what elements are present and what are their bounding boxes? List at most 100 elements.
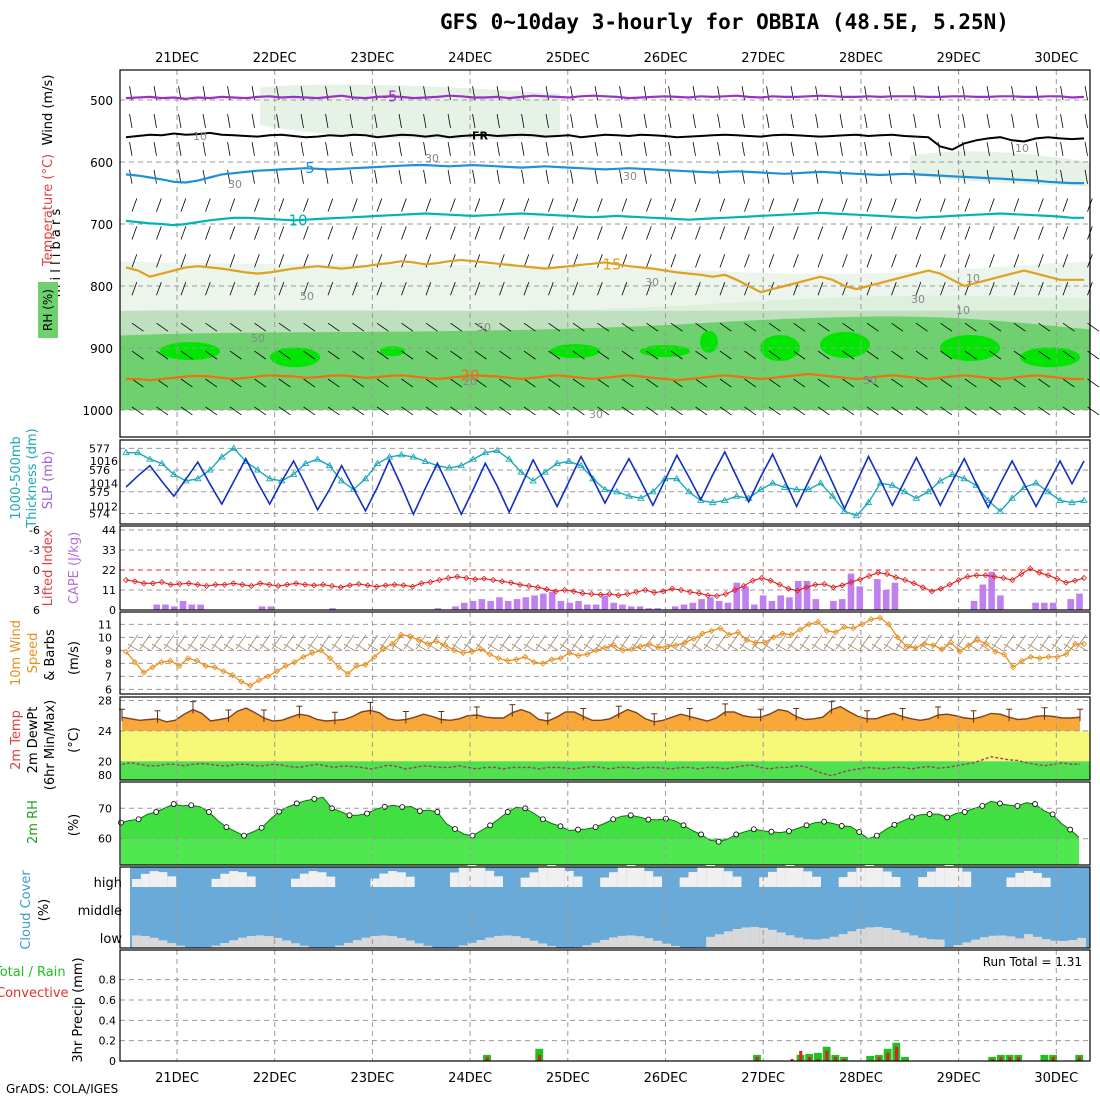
high-cloud-bar: [520, 877, 530, 887]
rh-band-upper-2: [910, 151, 1090, 187]
wind10-marker: [211, 664, 218, 671]
wind10-barb: [523, 643, 535, 651]
wind-barb: [670, 198, 677, 212]
wind-barb: [180, 406, 193, 416]
wind-barb: [178, 114, 182, 128]
wind10-barb: [1051, 634, 1063, 650]
li-marker: [615, 592, 622, 599]
li-marker: [239, 581, 246, 588]
wind-barb: [499, 254, 505, 268]
wind-barb: [815, 141, 819, 156]
wind-barb: [1062, 322, 1075, 332]
footer-credit: GrADS: COLA/IGES: [6, 1082, 119, 1096]
wind10-marker: [1045, 653, 1052, 661]
wind-barb: [131, 226, 138, 240]
high-cloud-bar: [149, 871, 159, 887]
wind-barb: [278, 226, 285, 240]
rh2m-marker: [715, 838, 722, 845]
wind-barb: [227, 169, 231, 184]
wind-barb: [986, 141, 990, 156]
wind-barb: [768, 378, 781, 388]
low-cloud-bar: [529, 940, 539, 948]
cape-bar: [258, 606, 266, 610]
wind10-barb: [775, 643, 787, 651]
thickness-marker: [158, 459, 166, 466]
thickness-marker: [1080, 496, 1088, 503]
wind10-marker: [247, 682, 254, 689]
rh-contour-label: 10: [193, 130, 207, 143]
wind-barb: [842, 198, 848, 212]
wind-barb: [744, 254, 750, 268]
wind-barb: [719, 226, 726, 240]
wind-barb: [768, 322, 781, 332]
wind-barb: [891, 226, 897, 240]
date-label-top: 26DEC: [644, 51, 688, 66]
rotated-label-group: (6hr Min/Max): [43, 700, 58, 790]
thickness-marker: [253, 466, 262, 473]
precip-rain-label: Total / Rain: [0, 965, 66, 980]
wind10-barb: [427, 643, 439, 651]
wind-barb: [695, 282, 701, 296]
wind-barb: [202, 141, 206, 156]
high-cloud-bar: [609, 872, 618, 887]
li-marker: [454, 573, 461, 580]
high-cloud-bar: [220, 873, 230, 887]
wind10-barb: [955, 634, 967, 650]
wind10-barb: [835, 643, 847, 651]
wind-barb: [352, 282, 358, 296]
li-marker: [364, 582, 371, 589]
wind-barb: [447, 169, 451, 184]
wind-barb: [205, 378, 218, 388]
wind10-marker: [655, 644, 662, 651]
wind-barb: [227, 141, 231, 156]
wind-barb: [352, 322, 365, 332]
wind-barb: [548, 226, 554, 240]
high-cloud-bar: [1015, 872, 1025, 887]
wind-barb: [1084, 169, 1088, 184]
high-cloud-bar: [688, 872, 698, 887]
wind-barb: [180, 350, 193, 360]
wind10-marker: [965, 642, 972, 649]
slp-tick-label: 1012: [90, 500, 118, 513]
wind-barb: [398, 114, 402, 128]
wind10-marker: [797, 626, 804, 633]
li-marker: [740, 582, 747, 590]
wind-barb: [254, 198, 260, 212]
thickness-frame: [119, 439, 1091, 525]
wind-barb: [425, 350, 438, 360]
wind10-marker: [176, 662, 183, 670]
thickness-marker: [804, 485, 813, 493]
wind-barb: [817, 322, 830, 332]
wind-barb: [548, 198, 554, 212]
low-cloud-bar: [847, 931, 857, 948]
wind-barb: [303, 254, 309, 268]
wind10-marker: [752, 639, 759, 646]
rh2m-marker: [487, 822, 494, 829]
wind-barb: [839, 141, 843, 156]
cape-bar: [513, 599, 521, 610]
low-cloud-bar: [662, 943, 671, 948]
wind10-marker: [1018, 657, 1026, 664]
wind-barb: [621, 378, 634, 388]
li-marker: [848, 578, 855, 586]
precip-conv-bar: [999, 1056, 1003, 1061]
wind-barb: [278, 406, 291, 416]
li-marker: [293, 580, 300, 587]
rh2m-marker: [416, 808, 423, 814]
y-axis-title: m i l l i b a r s: [49, 209, 64, 298]
wind10-marker: [149, 664, 156, 671]
low-cloud-bar: [874, 927, 883, 948]
li-marker: [695, 590, 703, 597]
low-cloud-bar: [600, 939, 609, 948]
wind-barb: [474, 350, 487, 360]
wind-barb: [888, 141, 892, 156]
cape-bar: [162, 604, 169, 610]
li-marker: [1009, 576, 1016, 584]
rotated-label-group: (m/s): [67, 641, 82, 675]
high-cloud-bar: [397, 872, 406, 887]
li-marker: [1045, 572, 1052, 579]
rh-contour-label: 30: [228, 178, 242, 191]
wind10-barb: [1075, 643, 1087, 651]
thickness-marker: [780, 483, 789, 490]
wind-barb: [229, 282, 236, 296]
